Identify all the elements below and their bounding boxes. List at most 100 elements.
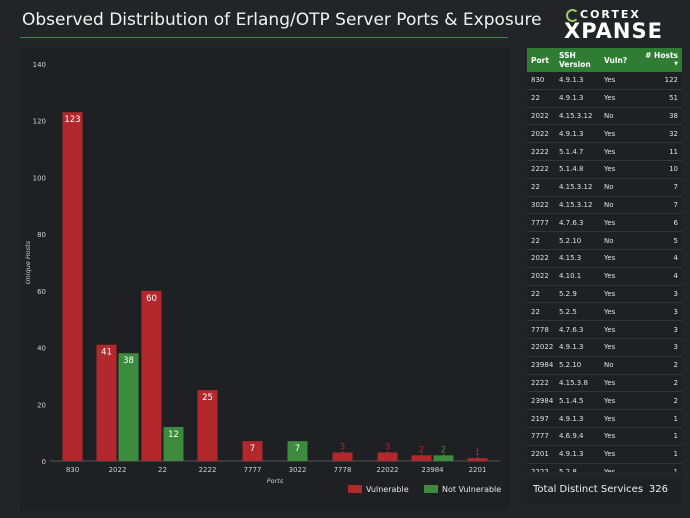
- bar-not-vulnerable[interactable]: [163, 426, 184, 461]
- table-row[interactable]: 22 5.2.5 Yes 3: [527, 302, 682, 322]
- table-cell-ssh-version: 4.15.3.12: [555, 107, 600, 126]
- table-cell-hosts: 1: [638, 445, 682, 464]
- table-row[interactable]: 22 4.15.3.12 No 7: [527, 178, 682, 197]
- bar-vulnerable[interactable]: [62, 112, 83, 461]
- table-cell-port: 22022: [527, 338, 555, 357]
- bar-vulnerable[interactable]: [377, 452, 398, 461]
- table-cell-ssh-version: 5.1.4.8: [555, 160, 600, 179]
- table-row[interactable]: 22 5.2.9 Yes 3: [527, 285, 682, 304]
- table-row[interactable]: 3022 4.15.3.12 No 7: [527, 196, 682, 215]
- table-row[interactable]: 22 5.2.10 No 5: [527, 231, 682, 250]
- table-cell-vuln: Yes: [600, 445, 638, 464]
- table-cell-hosts: 10: [638, 160, 682, 179]
- table-row[interactable]: 2222 5.2.8 Yes 1: [527, 463, 682, 472]
- hosts-table-body: 830 4.9.1.3 Yes 122 22 4.9.1.3 Yes 51 2022 4.15.3…: [527, 72, 682, 472]
- bar-vulnerable[interactable]: [197, 390, 218, 461]
- table-cell-port: 2222: [527, 142, 555, 161]
- table-cell-port: 22: [527, 89, 555, 108]
- column-header-port[interactable]: Port: [527, 48, 555, 72]
- column-header-hosts[interactable]: # Hosts ▼: [638, 48, 682, 72]
- table-cell-hosts: 2: [638, 391, 682, 411]
- table-cell-hosts: 1: [638, 463, 682, 472]
- table-row[interactable]: 830 4.9.1.3 Yes 122: [527, 72, 682, 90]
- column-header-ssh-version[interactable]: SSH Version: [555, 48, 600, 72]
- total-distinct-services: Total Distinct Services 326: [527, 478, 682, 504]
- bar-vulnerable[interactable]: [467, 458, 488, 461]
- bar-not-vulnerable[interactable]: [118, 353, 139, 461]
- table-cell-port: 22: [527, 302, 555, 322]
- total-label: Total Distinct Services: [533, 484, 644, 495]
- y-tick-label: 60: [37, 288, 46, 296]
- table-cell-hosts: 7: [638, 178, 682, 197]
- table-row[interactable]: 2022 4.10.1 Yes 4: [527, 267, 682, 286]
- table-row[interactable]: 22 4.9.1.3 Yes 51: [527, 89, 682, 108]
- y-tick-label: 20: [37, 401, 46, 409]
- table-cell-vuln: Yes: [600, 391, 638, 411]
- table-cell-vuln: Yes: [600, 160, 638, 179]
- table-cell-vuln: Yes: [600, 338, 638, 357]
- table-cell-hosts: 3: [638, 338, 682, 357]
- table-row[interactable]: 23984 5.2.10 No 2: [527, 356, 682, 375]
- bar-vulnerable[interactable]: [411, 455, 432, 461]
- table-cell-ssh-version: 5.1.4.7: [555, 142, 600, 161]
- y-tick-label: 120: [33, 118, 46, 126]
- data-label-not-vulnerable: 38: [123, 356, 134, 366]
- table-cell-ssh-version: 5.2.8: [555, 463, 600, 472]
- bar-vulnerable[interactable]: [141, 290, 162, 461]
- bar-vulnerable[interactable]: [332, 452, 353, 461]
- table-row[interactable]: 22022 4.9.1.3 Yes 3: [527, 338, 682, 357]
- table-cell-vuln: No: [600, 178, 638, 197]
- table-row[interactable]: 2197 4.9.1.3 Yes 1: [527, 409, 682, 428]
- bar-not-vulnerable[interactable]: [433, 455, 454, 461]
- table-cell-vuln: Yes: [600, 124, 638, 144]
- sort-desc-icon[interactable]: ▼: [674, 61, 678, 67]
- table-cell-port: 830: [527, 72, 555, 90]
- bar-vulnerable[interactable]: [242, 441, 263, 461]
- table-row[interactable]: 7777 4.6.9.4 Yes 1: [527, 427, 682, 446]
- table-cell-port: 2022: [527, 249, 555, 268]
- table-row[interactable]: 2201 4.9.1.3 Yes 1: [527, 445, 682, 464]
- data-label-not-vulnerable: 12: [168, 430, 179, 440]
- table-cell-hosts: 2: [638, 374, 682, 393]
- table-cell-port: 2222: [527, 160, 555, 179]
- table-row[interactable]: 2222 4.15.3.8 Yes 2: [527, 374, 682, 393]
- x-tick-label: 7777: [244, 466, 262, 474]
- bar-vulnerable[interactable]: [96, 344, 117, 461]
- x-tick-label: 3022: [289, 466, 307, 474]
- bar-not-vulnerable[interactable]: [287, 441, 308, 461]
- table-row[interactable]: 2222 5.1.4.7 Yes 11: [527, 142, 682, 161]
- table-row[interactable]: 23984 5.1.4.5 Yes 2: [527, 391, 682, 411]
- table-row[interactable]: 2022 4.15.3.12 No 38: [527, 107, 682, 126]
- table-cell-ssh-version: 4.6.9.4: [555, 427, 600, 446]
- x-tick-label: 22022: [376, 466, 398, 474]
- table-cell-ssh-version: 4.9.1.3: [555, 72, 600, 90]
- table-row[interactable]: 2022 4.9.1.3 Yes 32: [527, 124, 682, 144]
- table-cell-ssh-version: 5.2.9: [555, 285, 600, 304]
- data-label-vulnerable: 1: [475, 448, 480, 458]
- data-label-vulnerable: 25: [202, 393, 213, 403]
- chart-panel: 0 20 40 60 80 100 120 140 Unique Hosts Ports 123 83…: [20, 48, 510, 510]
- hosts-table: Port SSH Version Vuln? # Hosts ▼ 830 4.9.…: [527, 48, 682, 472]
- table-cell-hosts: 32: [638, 124, 682, 144]
- table-cell-ssh-version: 5.2.10: [555, 356, 600, 375]
- table-cell-vuln: Yes: [600, 320, 638, 339]
- table-cell-port: 2222: [527, 374, 555, 393]
- table-cell-hosts: 4: [638, 267, 682, 286]
- table-cell-hosts: 3: [638, 285, 682, 304]
- table-cell-port: 2022: [527, 267, 555, 286]
- table-row[interactable]: 2222 5.1.4.8 Yes 10: [527, 160, 682, 179]
- table-row[interactable]: 7778 4.7.6.3 Yes 3: [527, 320, 682, 339]
- table-cell-port: 2201: [527, 445, 555, 464]
- data-label-vulnerable: 123: [64, 115, 80, 125]
- table-row[interactable]: 7777 4.7.6.3 Yes 6: [527, 213, 682, 233]
- data-label-vulnerable: 60: [146, 294, 157, 304]
- table-row[interactable]: 2022 4.15.3 Yes 4: [527, 249, 682, 268]
- table-cell-port: 2022: [527, 124, 555, 144]
- legend-label-not-vulnerable: Not Vulnerable: [442, 485, 501, 494]
- column-header-vuln[interactable]: Vuln?: [600, 48, 638, 72]
- cortex-xpanse-logo: CORTEX XPANSE: [564, 8, 684, 43]
- y-tick-label: 0: [42, 458, 46, 466]
- x-tick-label: 23984: [421, 466, 444, 474]
- table-cell-vuln: Yes: [600, 302, 638, 322]
